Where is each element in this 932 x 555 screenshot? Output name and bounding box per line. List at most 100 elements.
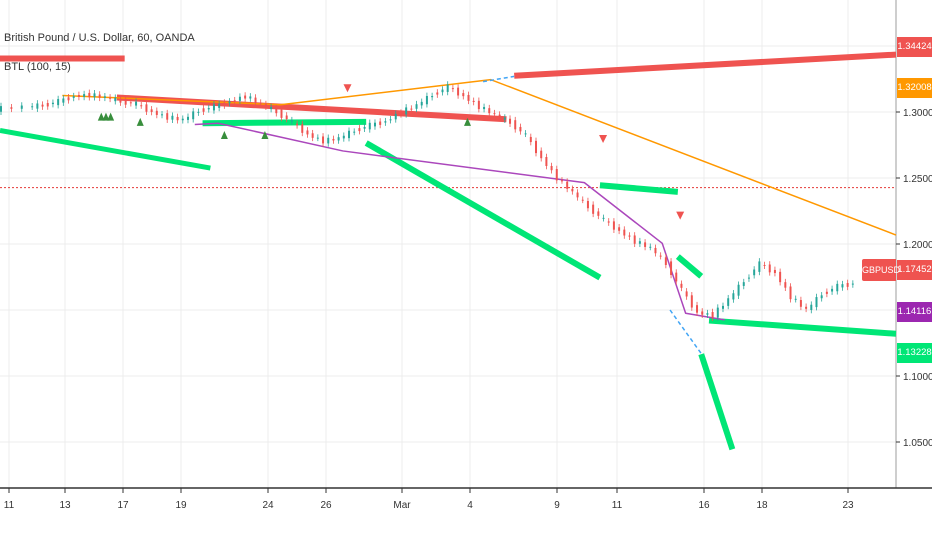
- price-tag-green: 1.13228: [897, 343, 932, 363]
- candle-body: [46, 103, 49, 107]
- candle-body: [457, 87, 460, 96]
- candle-body: [789, 286, 792, 300]
- instrument-title: British Pound / U.S. Dollar, 60, OANDA: [4, 32, 195, 44]
- candle-body: [503, 117, 506, 120]
- candle-body: [114, 97, 117, 102]
- candle-body: [763, 264, 766, 266]
- candle-body: [379, 121, 382, 125]
- candle-body: [88, 92, 91, 98]
- trendline: [364, 140, 602, 281]
- candle-body: [768, 264, 771, 273]
- candle-body: [394, 113, 397, 120]
- symbol-tag: GBPUSD: [862, 259, 900, 281]
- x-tick-label: 23: [842, 500, 854, 511]
- candle-body: [93, 93, 96, 98]
- candle-body: [238, 96, 241, 101]
- x-tick-label: 17: [117, 500, 129, 511]
- candle-body: [161, 114, 164, 116]
- buy-marker: [102, 112, 110, 121]
- candle-body: [784, 282, 787, 288]
- candle-body: [306, 130, 309, 135]
- candle-body: [488, 108, 491, 114]
- candle-body: [77, 94, 80, 97]
- candle-body: [545, 157, 548, 166]
- candle-body: [410, 108, 413, 110]
- candle-body: [711, 312, 714, 318]
- candle-body: [353, 131, 356, 133]
- candle-body: [498, 114, 501, 118]
- candle-body: [254, 97, 257, 103]
- candle-body: [363, 126, 366, 129]
- candle-body: [612, 221, 615, 230]
- x-tick-label: 4: [467, 500, 473, 511]
- candle-body: [805, 306, 808, 309]
- candle-body: [296, 123, 299, 126]
- price-tag-current: 1.17452: [897, 260, 932, 280]
- candle-body: [368, 122, 371, 130]
- candle-body: [483, 106, 486, 110]
- candle-body: [441, 89, 444, 93]
- candle-body: [275, 108, 278, 114]
- candle-body: [41, 104, 44, 107]
- sell-marker: [676, 211, 685, 220]
- candle-body: [62, 98, 65, 103]
- trendline: [599, 182, 679, 195]
- candle-body: [290, 120, 293, 122]
- candle-body: [509, 118, 512, 124]
- candle-body: [301, 124, 304, 133]
- x-tick-label: 26: [320, 500, 332, 511]
- trendline: [0, 128, 211, 171]
- candle-body: [779, 271, 782, 283]
- candle-body: [529, 136, 532, 143]
- candle-body: [140, 105, 143, 107]
- candle-body: [571, 188, 574, 192]
- candle-body: [618, 227, 621, 231]
- candle-body: [597, 211, 600, 216]
- candle-body: [644, 242, 647, 247]
- candle-body: [664, 257, 667, 265]
- candle-body: [181, 118, 184, 121]
- candle-body: [389, 119, 392, 121]
- candle-body: [685, 291, 688, 297]
- candle-body: [171, 115, 174, 120]
- candle-body: [654, 247, 657, 254]
- price-tag-purple: 1.14116: [897, 302, 932, 322]
- candle-body: [581, 199, 584, 201]
- candle-body: [259, 102, 262, 104]
- candle-body: [72, 96, 75, 98]
- price-tag-orange: 1.32008: [897, 78, 932, 98]
- candle-body: [524, 133, 527, 135]
- candle-body: [31, 106, 34, 108]
- candle-body: [399, 112, 402, 115]
- candle-body: [384, 121, 387, 123]
- candle-body: [472, 100, 475, 103]
- candle-body: [327, 137, 330, 144]
- candle-body: [316, 137, 319, 139]
- candle-body: [322, 136, 325, 144]
- candle-body: [166, 113, 169, 120]
- candle-body: [150, 109, 153, 112]
- trendline: [708, 317, 897, 337]
- x-tick-label: 19: [175, 500, 187, 511]
- candle-body: [815, 297, 818, 308]
- candle-body: [83, 94, 86, 97]
- candle-body: [690, 295, 693, 308]
- x-tick-label: 16: [698, 500, 710, 511]
- candle-body: [223, 102, 226, 106]
- candle-body: [799, 300, 802, 307]
- candle-body: [415, 104, 418, 109]
- price-tag-red-upper: 1.34424: [897, 37, 932, 57]
- buy-marker: [261, 131, 269, 140]
- sell-marker: [599, 135, 608, 144]
- candle-body: [794, 298, 797, 300]
- candle-body: [727, 298, 730, 306]
- candle-body: [721, 305, 724, 309]
- candle-body: [311, 133, 314, 138]
- buy-marker: [220, 131, 228, 140]
- candle-body: [701, 311, 704, 315]
- candle-body: [337, 137, 340, 141]
- candle-body: [155, 110, 158, 115]
- candle-body: [493, 113, 496, 115]
